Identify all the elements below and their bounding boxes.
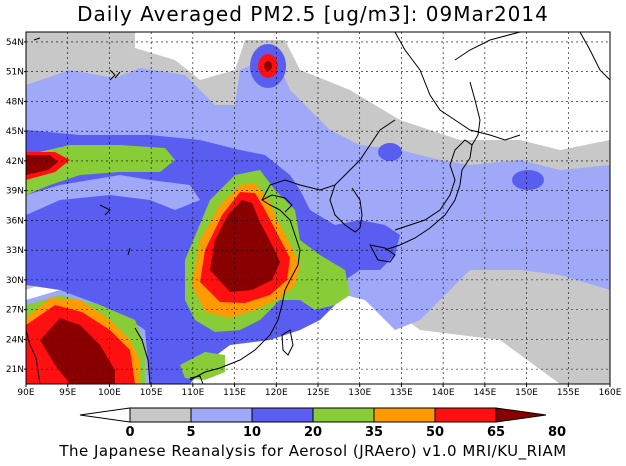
colorbar-label: 35 xyxy=(365,425,383,440)
lat-tick-label: 54N xyxy=(6,38,24,48)
pm25-blob-north-darkred xyxy=(264,61,272,71)
lon-tick-label: 90E xyxy=(17,388,34,398)
pm25-blob-pacific-blue xyxy=(512,170,544,190)
colorbar-label: 50 xyxy=(426,425,444,440)
footer-caption: The Japanese Reanalysis for Aerosol (JRA… xyxy=(59,442,567,460)
lat-tick-label: 33N xyxy=(6,246,24,256)
lat-tick-label: 45N xyxy=(6,127,24,137)
pm25-band-80plus xyxy=(210,200,280,292)
colorbar-swatch xyxy=(129,407,192,423)
lat-tick-label: 51N xyxy=(6,68,24,78)
colorbar-upper-triangle xyxy=(495,407,547,423)
colorbar-label: 80 xyxy=(548,425,566,440)
colorbar-label: 65 xyxy=(487,425,505,440)
lat-tick-label: 27N xyxy=(6,306,24,316)
lon-tick-label: 125E xyxy=(307,388,330,398)
lat-tick-label: 30N xyxy=(6,276,24,286)
coastlines xyxy=(26,32,610,384)
lon-tick-labels: 90E 95E 100E 105E 110E 115E 120E 125E 130E 135E 14… xyxy=(17,384,622,398)
lon-tick-label: 120E xyxy=(265,388,288,398)
colorbar-swatch xyxy=(373,407,436,423)
lon-tick-label: 95E xyxy=(59,388,76,398)
lon-tick-label: 110E xyxy=(181,388,204,398)
colorbar-swatch xyxy=(434,407,497,423)
lat-tick-label: 24N xyxy=(6,335,24,345)
lat-tick-label: 36N xyxy=(6,216,24,226)
lon-tick-label: 155E xyxy=(557,388,580,398)
map-grid xyxy=(26,32,610,384)
lat-tick-label: 48N xyxy=(6,97,24,107)
lon-tick-label: 140E xyxy=(432,388,455,398)
pm25-band-80plus-west xyxy=(26,155,58,175)
lat-tick-label: 39N xyxy=(6,187,24,197)
colorbar-swatch xyxy=(190,407,253,423)
lat-tick-labels: 21N 24N 27N 30N 33N 36N 39N 42N 45N 48N 51N 54N xyxy=(6,38,26,375)
colorbar-lower-triangle xyxy=(79,407,131,423)
lon-tick-label: 100E xyxy=(98,388,121,398)
colorbar-swatch xyxy=(251,407,314,423)
colorbar-swatch xyxy=(312,407,375,423)
lon-tick-label: 135E xyxy=(390,388,413,398)
pm25-blob-korea-blue xyxy=(378,143,402,161)
colorbar-label: 0 xyxy=(125,425,134,440)
pm25-band-35-50-vietnam xyxy=(180,352,225,380)
lon-tick-label: 130E xyxy=(348,388,371,398)
pm25-band-80plus-south xyxy=(40,318,115,384)
lon-tick-label: 150E xyxy=(515,388,538,398)
colorbar-label: 10 xyxy=(243,425,261,440)
map-title: Daily Averaged PM2.5 [ug/m3]: 09Mar2014 xyxy=(77,2,549,26)
colorbar-label: 5 xyxy=(186,425,195,440)
lat-tick-label: 21N xyxy=(6,365,24,375)
lon-tick-label: 145E xyxy=(473,388,496,398)
lon-tick-label: 160E xyxy=(599,388,622,398)
lon-tick-label: 115E xyxy=(223,388,246,398)
lat-tick-label: 42N xyxy=(6,157,24,167)
lon-tick-label: 105E xyxy=(140,388,163,398)
colorbar-label: 20 xyxy=(304,425,322,440)
colorbar: 0 5 10 20 35 50 65 80 xyxy=(79,407,566,440)
